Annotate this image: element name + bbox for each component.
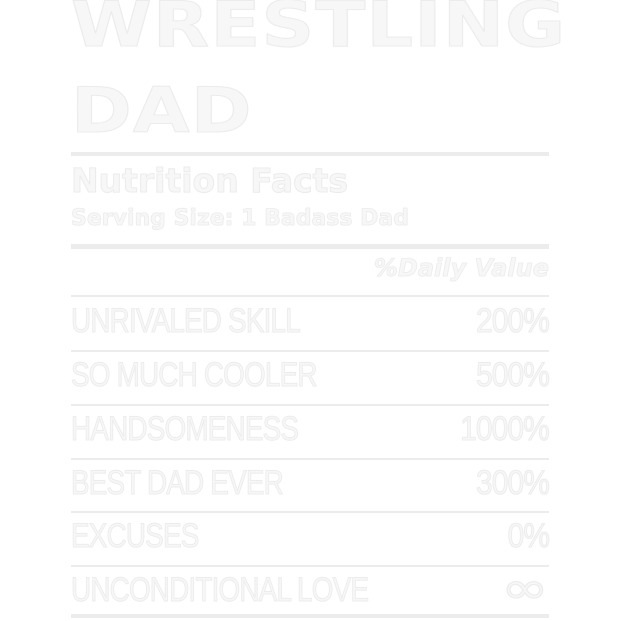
nutrition-row: UNRIVALED SKILL 200% — [71, 298, 551, 352]
nutrition-row: UNCONDITIONAL LOVE ∞ — [71, 563, 550, 621]
nutrition-row: SO MUCH COOLER 500% — [71, 352, 551, 406]
row-label: SO MUCH COOLER — [71, 356, 318, 394]
nutrition-row: BEST DAD EVER 300% — [71, 460, 551, 514]
divider-row — [71, 458, 549, 460]
row-value: 1000% — [460, 410, 551, 448]
row-label: EXCUSES — [71, 517, 200, 555]
infinity-icon: ∞ — [501, 563, 550, 614]
row-value: 300% — [475, 464, 551, 502]
nutrition-facts-heading: Nutrition Facts — [70, 161, 349, 200]
row-label: HANDSOMENESS — [71, 410, 300, 448]
divider-thick-bottom — [71, 614, 549, 618]
divider-row — [71, 350, 549, 352]
divider-row — [71, 511, 549, 513]
nutrition-row: HANDSOMENESS 1000% — [71, 406, 551, 460]
title-line-1: WRESTLING — [70, 0, 567, 61]
row-value: 200% — [475, 302, 551, 340]
row-value: 500% — [475, 356, 551, 394]
row-label: UNRIVALED SKILL — [71, 302, 302, 340]
divider-row — [71, 565, 549, 567]
daily-value-header: %Daily Value — [373, 254, 549, 282]
row-label: UNCONDITIONAL LOVE — [71, 571, 370, 609]
nutrition-row: EXCUSES 0% — [71, 513, 551, 567]
divider-header — [71, 295, 549, 297]
nutrition-facts-design: WRESTLING DAD Nutrition Facts Serving Si… — [70, 0, 566, 621]
title-line-2: DAD — [70, 74, 253, 147]
serving-size-text: Serving Size: 1 Badass Dad — [71, 206, 410, 231]
divider-row — [71, 404, 549, 406]
row-value: 0% — [507, 517, 550, 555]
row-label: BEST DAD EVER — [71, 464, 285, 502]
divider-thick-serving — [71, 244, 549, 249]
divider-thick-top — [71, 152, 549, 156]
